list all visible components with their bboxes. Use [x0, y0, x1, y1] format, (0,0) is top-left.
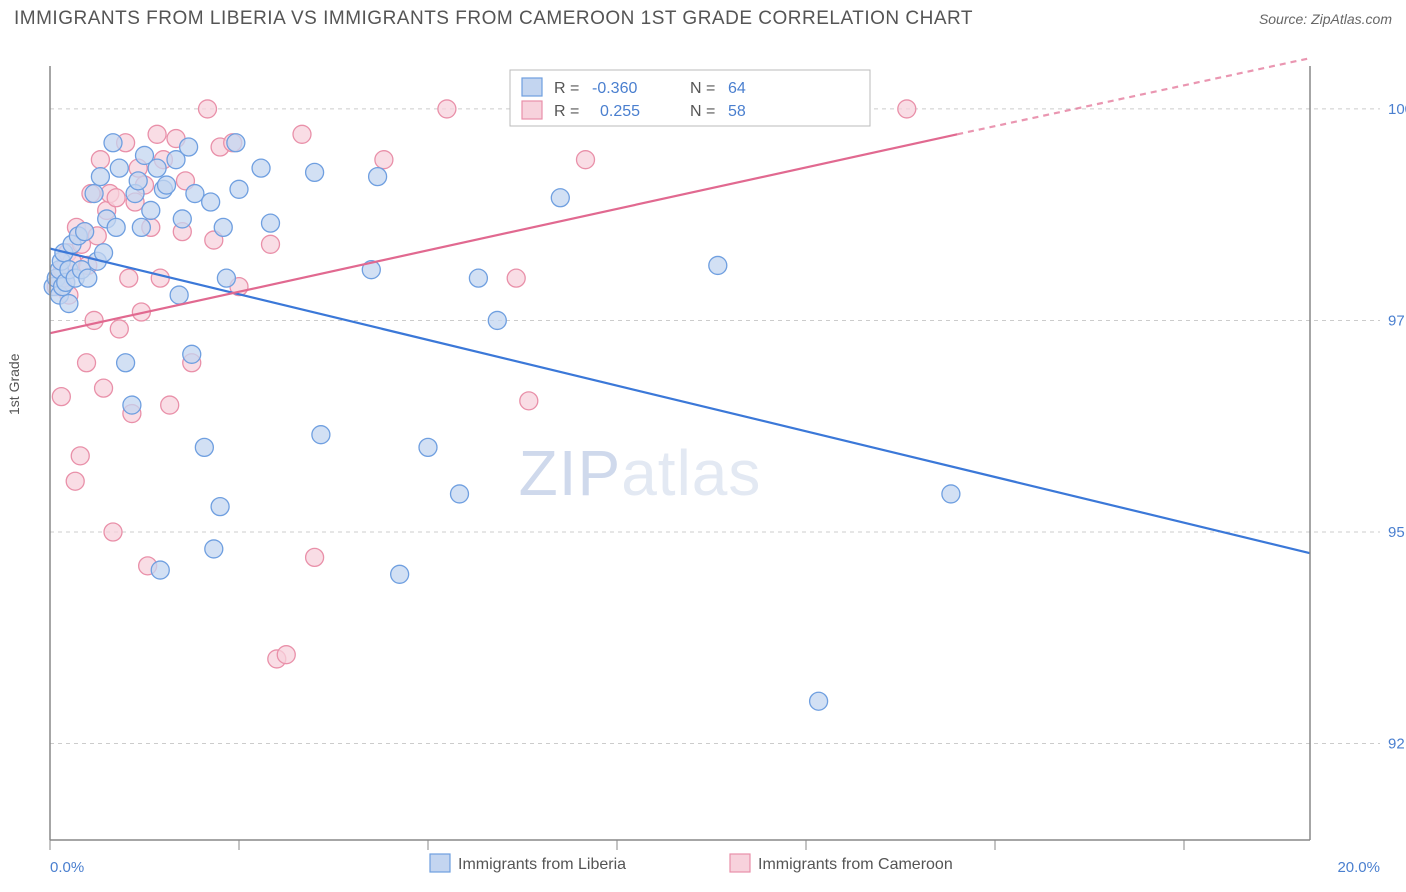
svg-text:-0.360: -0.360 — [592, 80, 637, 97]
chart-title: IMMIGRANTS FROM LIBERIA VS IMMIGRANTS FR… — [14, 8, 973, 30]
svg-text:95.0%: 95.0% — [1388, 524, 1406, 541]
chart-source: Source: ZipAtlas.com — [1259, 11, 1392, 27]
y-axis-title: 1st Grade — [6, 354, 22, 415]
svg-text:97.5%: 97.5% — [1388, 312, 1406, 329]
svg-text:64: 64 — [728, 80, 746, 97]
svg-text:ZIPatlas: ZIPatlas — [519, 437, 762, 509]
svg-text:N =: N = — [690, 103, 715, 120]
svg-text:N =: N = — [690, 80, 715, 97]
scatter-chart: 92.5% 95.0% 97.5% 100.0% ZIPatlas 0.0% 20.0% R … — [0, 30, 1406, 880]
svg-text:92.5%: 92.5% — [1388, 736, 1406, 753]
svg-text:100.0%: 100.0% — [1388, 101, 1406, 118]
chart-container: 1st Grade 92.5% 95.0% 97.5% 100.0% ZIPatlas 0… — [0, 30, 1406, 880]
svg-text:R =: R = — [554, 103, 579, 120]
svg-text:20.0%: 20.0% — [1337, 859, 1380, 876]
svg-text:0.255: 0.255 — [600, 103, 640, 120]
svg-text:Immigrants from Liberia: Immigrants from Liberia — [458, 856, 626, 873]
svg-text:0.0%: 0.0% — [50, 859, 84, 876]
svg-text:58: 58 — [728, 103, 746, 120]
svg-text:R =: R = — [554, 80, 579, 97]
svg-text:Immigrants from Cameroon: Immigrants from Cameroon — [758, 856, 953, 873]
